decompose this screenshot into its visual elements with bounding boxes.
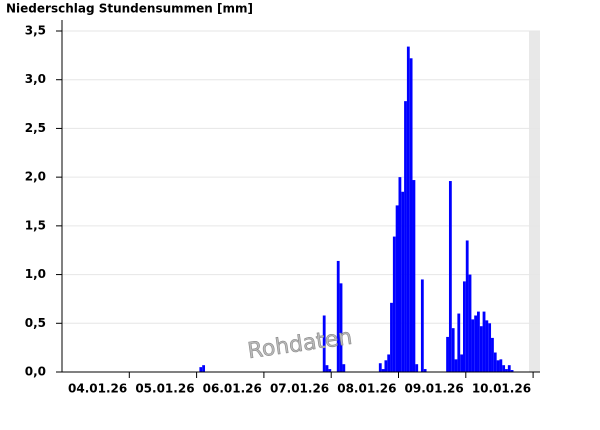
bar [409,58,413,372]
bar [381,369,385,372]
bar [496,360,500,372]
y-tick-label: 1,0 [25,267,46,281]
bar [448,181,452,372]
bar [390,302,393,372]
bar [493,352,497,372]
bar [328,369,332,372]
bar [342,364,346,372]
bar [202,365,206,372]
bar [336,260,340,372]
future-band [529,31,540,372]
bar [491,337,494,372]
bar [415,364,419,372]
bar [479,326,483,372]
bar [446,336,449,372]
chart-title: Niederschlag Stundensummen [mm] [6,2,253,16]
bar [499,359,503,372]
bar [384,360,388,372]
bar [465,240,469,372]
x-tick-label: 06.01.26 [203,382,262,396]
bar [482,311,486,372]
bar [395,205,399,372]
bar [457,313,461,372]
bar [462,281,466,372]
y-tick-label: 3,5 [25,24,46,38]
bar [477,311,480,372]
bar [199,367,203,372]
y-tick-label: 0,0 [25,365,46,379]
y-tick-label: 2,5 [25,121,46,135]
bar [488,323,492,372]
bar [454,359,458,372]
x-tick-label: 04.01.26 [68,382,127,396]
x-tick-label: 08.01.26 [337,382,396,396]
x-tick-label: 07.01.26 [270,382,329,396]
bar [485,320,489,372]
bar [507,365,511,372]
bar [392,236,396,372]
bar [404,101,407,373]
bar [401,191,405,372]
bar [339,283,343,372]
y-tick-label: 3,0 [25,72,46,86]
bar [325,365,329,372]
bar [412,180,416,372]
x-tick-label: 10.01.26 [472,382,531,396]
bar [460,354,463,372]
x-tick-label: 09.01.26 [405,382,464,396]
bar [423,369,427,372]
bar [505,369,508,372]
bar [406,46,410,373]
y-tick-label: 1,5 [25,218,46,232]
bar [474,315,478,372]
bar [471,319,475,372]
x-tick-label: 05.01.26 [135,382,194,396]
bar [502,365,506,372]
bar [322,315,326,372]
bar [510,370,514,372]
bar [420,279,424,372]
y-tick-label: 2,0 [25,170,46,184]
bar [398,177,402,372]
bar [468,274,472,372]
bar [451,328,455,372]
y-tick-label: 0,5 [25,316,46,330]
bar [387,354,391,372]
bar [378,363,382,372]
